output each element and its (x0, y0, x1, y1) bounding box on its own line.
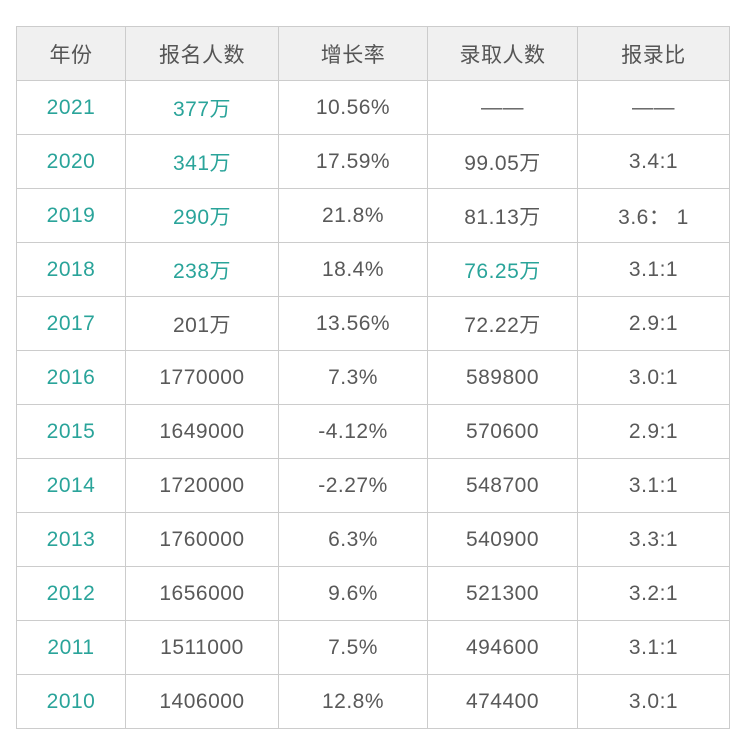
cell-year: 2020 (16, 134, 126, 189)
cell-admitted: 589800 (427, 350, 578, 405)
cell-growth: -2.27% (278, 458, 428, 513)
cell-applicants: 238万 (125, 242, 279, 297)
cell-applicants: 1649000 (125, 404, 279, 459)
cell-ratio: 3.1:1 (577, 242, 730, 297)
header-row: 年份 报名人数 增长率 录取人数 报录比 (16, 26, 730, 81)
table-row: 2011 1511000 7.5% 494600 3.1:1 (16, 620, 730, 675)
cell-admitted: 81.13万 (427, 188, 578, 243)
cell-year: 2014 (16, 458, 126, 513)
cell-growth: -4.12% (278, 404, 428, 459)
table-row: 2012 1656000 9.6% 521300 3.2:1 (16, 566, 730, 621)
column-header-applicants: 报名人数 (125, 26, 279, 81)
cell-ratio: 3.4:1 (577, 134, 730, 189)
cell-growth: 17.59% (278, 134, 428, 189)
cell-growth: 13.56% (278, 296, 428, 351)
cell-admitted: 540900 (427, 512, 578, 567)
table-row: 2016 1770000 7.3% 589800 3.0:1 (16, 350, 730, 405)
table-row: 2019 290万 21.8% 81.13万 3.6： 1 (16, 188, 730, 243)
cell-growth: 7.3% (278, 350, 428, 405)
cell-ratio: 2.9:1 (577, 296, 730, 351)
table-row: 2013 1760000 6.3% 540900 3.3:1 (16, 512, 730, 567)
cell-admitted: 76.25万 (427, 242, 578, 297)
cell-applicants: 1406000 (125, 674, 279, 729)
admissions-stats-table: 年份 报名人数 增长率 录取人数 报录比 2021 377万 10.56% —— —— 2020 3… (16, 26, 730, 729)
cell-growth: 6.3% (278, 512, 428, 567)
table-row: 2021 377万 10.56% —— —— (16, 80, 730, 135)
column-header-admitted: 录取人数 (427, 26, 578, 81)
table-row: 2017 201万 13.56% 72.22万 2.9:1 (16, 296, 730, 351)
cell-growth: 18.4% (278, 242, 428, 297)
cell-applicants: 290万 (125, 188, 279, 243)
cell-applicants: 1511000 (125, 620, 279, 675)
table-row: 2010 1406000 12.8% 474400 3.0:1 (16, 674, 730, 729)
cell-admitted: 494600 (427, 620, 578, 675)
column-header-ratio: 报录比 (577, 26, 730, 81)
cell-applicants: 341万 (125, 134, 279, 189)
cell-year: 2013 (16, 512, 126, 567)
cell-admitted: 521300 (427, 566, 578, 621)
cell-year: 2015 (16, 404, 126, 459)
cell-year: 2011 (16, 620, 126, 675)
table-body: 2021 377万 10.56% —— —— 2020 341万 17.59% 99.05万 3.… (16, 80, 730, 729)
cell-year: 2010 (16, 674, 126, 729)
cell-ratio: 3.1:1 (577, 620, 730, 675)
table-row: 2018 238万 18.4% 76.25万 3.1:1 (16, 242, 730, 297)
cell-applicants: 1720000 (125, 458, 279, 513)
cell-year: 2019 (16, 188, 126, 243)
cell-growth: 7.5% (278, 620, 428, 675)
cell-year: 2012 (16, 566, 126, 621)
cell-year: 2018 (16, 242, 126, 297)
cell-applicants: 1770000 (125, 350, 279, 405)
table-row: 2020 341万 17.59% 99.05万 3.4:1 (16, 134, 730, 189)
cell-admitted: 99.05万 (427, 134, 578, 189)
cell-admitted: 548700 (427, 458, 578, 513)
cell-ratio: 3.1:1 (577, 458, 730, 513)
cell-growth: 21.8% (278, 188, 428, 243)
cell-ratio: 3.0:1 (577, 350, 730, 405)
table-row: 2014 1720000 -2.27% 548700 3.1:1 (16, 458, 730, 513)
cell-admitted: —— (427, 80, 578, 135)
cell-applicants: 201万 (125, 296, 279, 351)
cell-year: 2021 (16, 80, 126, 135)
cell-year: 2016 (16, 350, 126, 405)
cell-ratio: 3.6： 1 (577, 188, 730, 243)
cell-ratio: 3.2:1 (577, 566, 730, 621)
cell-growth: 12.8% (278, 674, 428, 729)
cell-ratio: 3.0:1 (577, 674, 730, 729)
cell-admitted: 474400 (427, 674, 578, 729)
table-row: 2015 1649000 -4.12% 570600 2.9:1 (16, 404, 730, 459)
cell-admitted: 570600 (427, 404, 578, 459)
cell-applicants: 377万 (125, 80, 279, 135)
cell-growth: 9.6% (278, 566, 428, 621)
cell-ratio: —— (577, 80, 730, 135)
cell-applicants: 1760000 (125, 512, 279, 567)
table-head: 年份 报名人数 增长率 录取人数 报录比 (16, 26, 730, 81)
column-header-year: 年份 (16, 26, 126, 81)
cell-year: 2017 (16, 296, 126, 351)
cell-ratio: 3.3:1 (577, 512, 730, 567)
cell-ratio: 2.9:1 (577, 404, 730, 459)
cell-admitted: 72.22万 (427, 296, 578, 351)
cell-applicants: 1656000 (125, 566, 279, 621)
column-header-growth: 增长率 (278, 26, 428, 81)
cell-growth: 10.56% (278, 80, 428, 135)
